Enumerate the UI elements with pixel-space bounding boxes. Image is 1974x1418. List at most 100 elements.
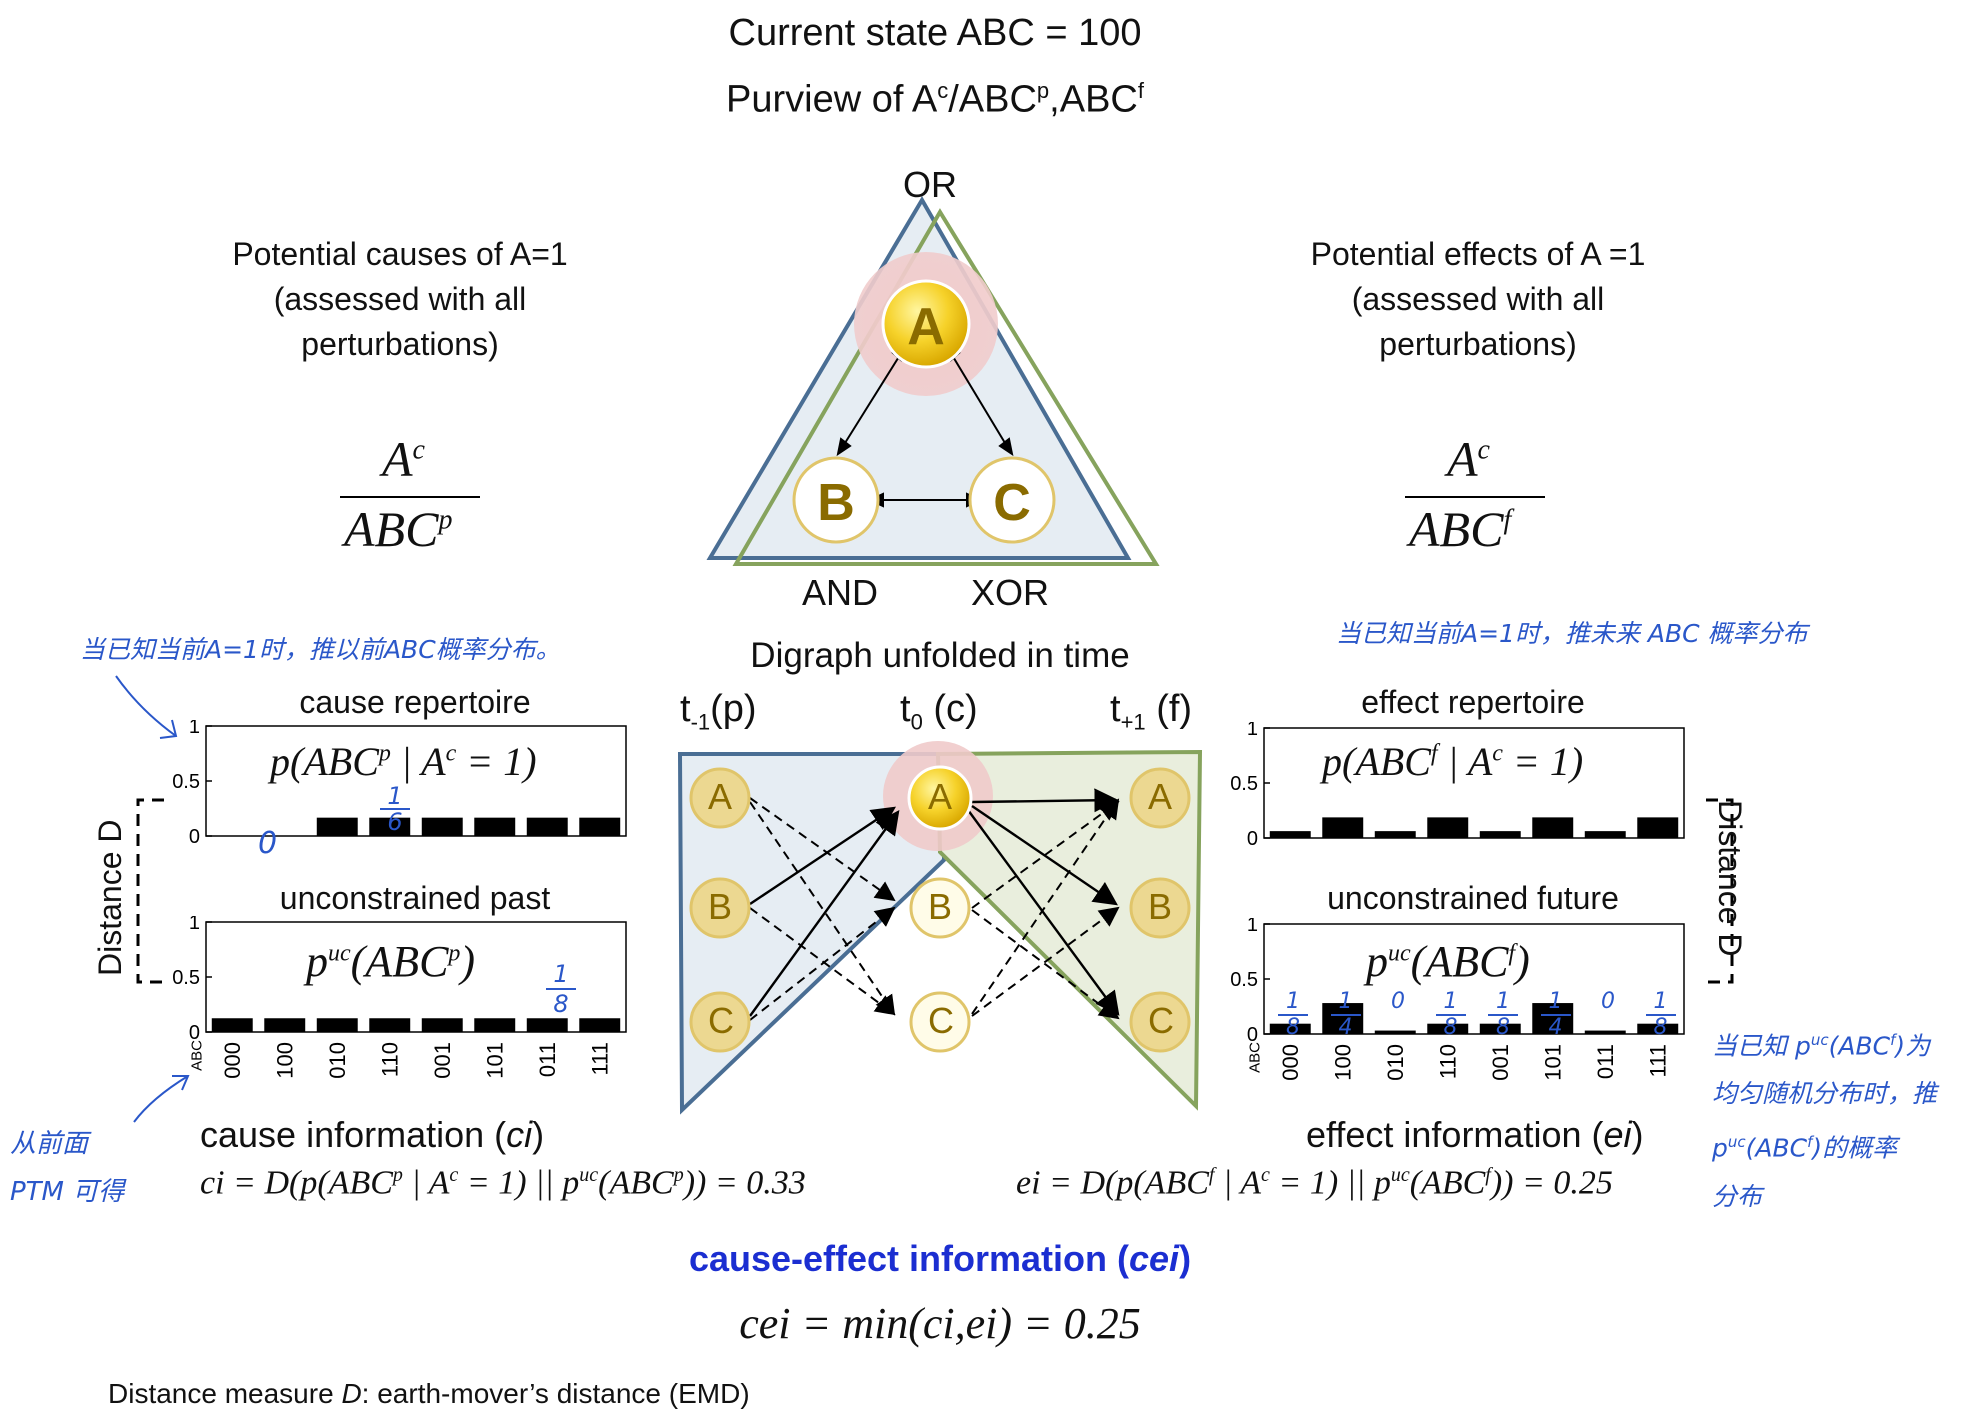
hand-mark-num: 1 (1653, 989, 1668, 1014)
time-label-future: t+1 (f) (1110, 688, 1193, 735)
hand-mark-num: 1 (1496, 989, 1510, 1014)
ei-formula: ei = D(p(ABCf | Ac = 1) || puc(ABCf)) = … (1016, 1164, 1613, 1202)
x-tick-label: 110 (377, 1042, 402, 1077)
bar-101 (474, 1018, 516, 1032)
hand-mark-den: 8 (1645, 1014, 1676, 1040)
hand-mark-den: 0 (1601, 989, 1615, 1014)
distance-bracket-right (1706, 798, 1734, 984)
past-node-b-label: B (708, 886, 733, 927)
hand-mark-num: 1 (1338, 989, 1353, 1014)
x-tick-label: 011 (1593, 1044, 1618, 1079)
hand-mark-num: 1 (1548, 989, 1563, 1014)
gate-xor-label: XOR (970, 572, 1049, 613)
purview-title: Purview of Ac/ABCp,ABCf (726, 78, 1144, 121)
bar-101 (474, 817, 516, 836)
unconstrained-future-formula: puc(ABCf) (1366, 937, 1530, 986)
cause-information-label: cause information (ci) (200, 1114, 545, 1155)
hand-mark-future-2: 0 (1383, 990, 1413, 1014)
cause-purview-fraction: Ac ABCp (330, 430, 490, 570)
future-node-a-label: A (1148, 776, 1173, 817)
hand-mark-zero: 0 (258, 826, 278, 861)
bar-011 (1584, 831, 1626, 838)
future-node-b-label: B (1148, 886, 1173, 927)
gate-and-label: AND (801, 572, 878, 613)
past-node-a-label: A (708, 776, 733, 817)
x-tick-label: 101 (1540, 1044, 1565, 1081)
y-tick-label: 0 (1247, 828, 1258, 850)
distance-bracket-left (136, 798, 164, 984)
digraph-title: Digraph unfolded in time (750, 636, 1130, 675)
effect-repertoire-chart: 00.51 (1230, 722, 1685, 850)
bar-110 (1427, 817, 1469, 838)
causes-heading: Potential causes of A=1 (assessed with a… (232, 236, 568, 362)
bar-010 (1374, 1030, 1416, 1034)
node-a (881, 279, 971, 369)
bar-010 (316, 817, 358, 836)
bar-111 (1637, 817, 1679, 838)
bar-110 (369, 1018, 411, 1032)
bar-001 (421, 1018, 463, 1032)
handwritten-note-ptm: 从前面 PTM 可得 (10, 1129, 125, 1207)
handwritten-note-causes: 当已知当前A=1时，推以前ABC概率分布。 (80, 635, 561, 664)
future-node-a (1129, 767, 1191, 829)
hand-mark-num: 1 (1443, 989, 1458, 1014)
effect-purview-fraction: Ac ABCf (1395, 430, 1555, 570)
x-tick-label: 100 (272, 1042, 297, 1079)
cause-repertoire-formula: p(ABCp | Ac = 1) (270, 739, 537, 784)
x-tick-label: 100 (1330, 1044, 1355, 1081)
digraph-diagram (677, 741, 1203, 1115)
hand-arrow-ptm (133, 1075, 190, 1123)
y-tick-label: 0 (189, 826, 200, 848)
x-tick-label: 000 (220, 1042, 245, 1079)
hand-mark-den: 8 (1278, 1014, 1308, 1040)
present-node-b-label: B (928, 886, 953, 927)
unconstrained-past-formula: puc(ABCp) (306, 937, 476, 986)
x-tick-label: 011 (535, 1042, 560, 1077)
x-tick-label: 101 (482, 1042, 507, 1079)
y-tick-label: 0 (1247, 1024, 1258, 1046)
bar-010 (316, 1018, 358, 1032)
hand-mark-den: 8 (1488, 1014, 1518, 1040)
x-tick-label: 111 (1645, 1044, 1670, 1077)
node-c-label: C (993, 474, 1031, 532)
future-node-c-label: C (1148, 1000, 1174, 1041)
past-node-a (689, 767, 751, 829)
bar-101 (1532, 817, 1574, 838)
bar-101 (1532, 1003, 1574, 1034)
handwritten-note-effects: 当已知当前A=1时，推未来 ABC 概率分布 (1336, 619, 1808, 648)
hand-mark-den: 4 (1540, 1014, 1571, 1040)
bar-110 (369, 817, 411, 836)
digraph-node-labels: A B C A B C A B C (672, 740, 1218, 1120)
hand-mark-num: 1 (1286, 989, 1300, 1014)
time-label-past: t-1(p) (680, 688, 757, 735)
chart-frame (205, 921, 627, 1033)
present-node-c (909, 991, 971, 1053)
handwritten-note-uniform: 当已知 puc(ABCf)为 均匀随机分布时，推 puc(ABCf)的概率 分布 (1712, 1031, 1938, 1211)
present-node-a-label: A (928, 776, 953, 817)
present-node-b (909, 877, 971, 939)
time-label-now: t0 (c) (900, 688, 978, 735)
bar-111 (579, 1018, 621, 1032)
y-tick-label: 0.5 (172, 771, 200, 793)
bar-001 (421, 817, 463, 836)
cei-formula: cei = min(ci,ei) = 0.25 (739, 1299, 1141, 1348)
distance-label-right: Distance D (1712, 800, 1748, 957)
page-title: Current state ABC = 100 (728, 12, 1142, 54)
x-axis-label: ABC (1246, 1042, 1263, 1073)
x-tick-label: 001 (430, 1042, 455, 1079)
green-purview-triangle (732, 208, 1160, 566)
bar-100 (264, 1018, 306, 1032)
cause-effect-information-label: cause-effect information (cei) (688, 1238, 1192, 1279)
effect-repertoire-title: effect repertoire (1361, 684, 1585, 720)
cause-repertoire-chart: 00.51 (172, 720, 627, 848)
distance-label-left: Distance D (92, 819, 128, 977)
bar-110 (1427, 1023, 1469, 1034)
past-node-b (689, 877, 751, 939)
